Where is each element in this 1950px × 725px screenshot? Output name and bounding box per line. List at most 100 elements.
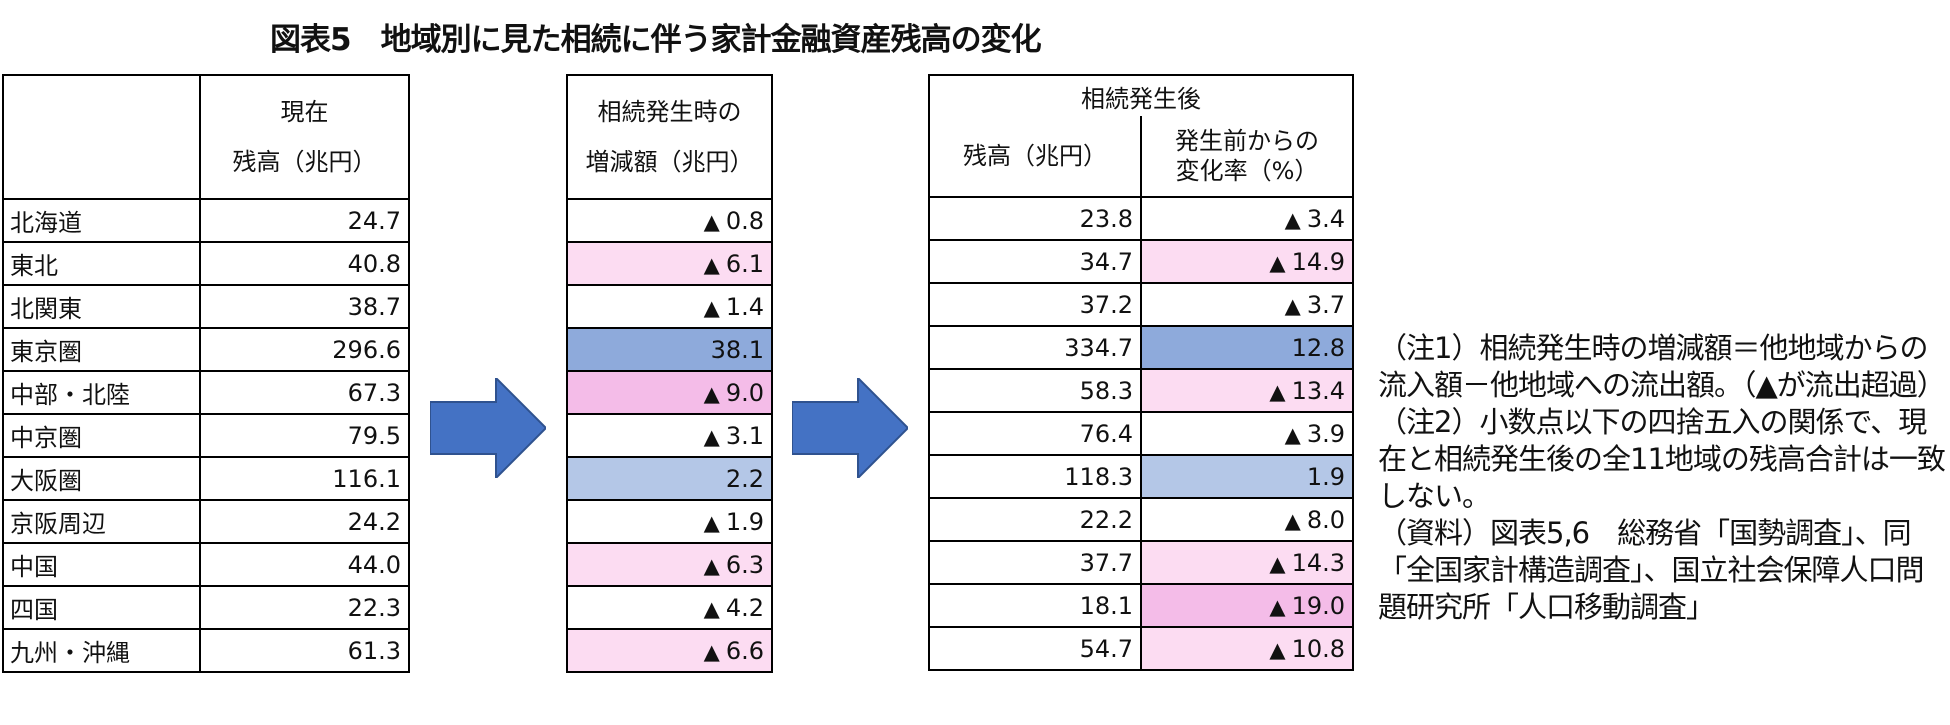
table-row: ▲ 6.6 xyxy=(566,628,773,673)
change-rate-value: 3.9 xyxy=(1306,419,1345,448)
change-amount-value: 6.3 xyxy=(725,550,764,579)
region-name: 大阪圏 xyxy=(2,456,201,501)
current-header: 現在 残高（兆円） xyxy=(199,74,410,200)
change-amount-value: 38.1 xyxy=(710,335,764,364)
outflow-marker: ▲ xyxy=(703,553,720,578)
change-rate-header-line2: 変化率（%） xyxy=(1175,157,1319,185)
after-balance-value: 18.1 xyxy=(928,583,1142,628)
change-rate-value: 3.7 xyxy=(1306,290,1345,319)
after-balance-value: 34.7 xyxy=(928,239,1142,284)
change-rate-value: 3.4 xyxy=(1306,204,1345,233)
inheritance-change-table: 相続発生時の 増減額（兆円） ▲ 0.8 ▲ 6.1 ▲ 1.4 38.1 ▲ 9.0 ▲ 3.1 2… xyxy=(566,74,773,673)
change-amount-value: 0.8 xyxy=(725,206,764,235)
region-name: 京阪周辺 xyxy=(2,499,201,544)
after-inheritance-table: 相続発生後 残高（兆円） 発生前からの 変化率（%） 23.8 ▲ 3.4 34.7 ▲… xyxy=(928,74,1354,671)
change-amount-value: 3.1 xyxy=(725,421,764,450)
current-balance-value: 116.1 xyxy=(199,456,410,501)
current-balance-value: 67.3 xyxy=(199,370,410,415)
right-arrow-icon xyxy=(430,378,546,478)
table-row: 18.1 ▲ 19.0 xyxy=(928,583,1354,628)
table-row: 中京圏 79.5 xyxy=(2,413,410,458)
after-header: 相続発生後 xyxy=(928,74,1354,116)
note-1: （注1）相続発生時の増減額＝他地域からの流入額－他地域への流出額。（▲が流出超過… xyxy=(1378,331,1946,402)
change-rate-cell: ▲ 19.0 xyxy=(1140,583,1354,628)
region-name: 中部・北陸 xyxy=(2,370,201,415)
outflow-marker: ▲ xyxy=(1284,508,1301,533)
change-rate-value: 1.9 xyxy=(1306,462,1345,491)
table-row: 58.3 ▲ 13.4 xyxy=(928,368,1354,413)
change-rate-cell: 12.8 xyxy=(1140,325,1354,370)
change-amount-cell: ▲ 4.2 xyxy=(566,585,773,630)
change-rate-cell: ▲ 14.9 xyxy=(1140,239,1354,284)
outflow-marker: ▲ xyxy=(1284,422,1301,447)
table-row: 38.1 xyxy=(566,327,773,372)
region-header-cell xyxy=(2,74,201,200)
change-rate-cell: ▲ 8.0 xyxy=(1140,497,1354,542)
outflow-marker: ▲ xyxy=(1269,250,1286,275)
after-balance-value: 37.7 xyxy=(928,540,1142,585)
current-header-sub: 残高（兆円） xyxy=(232,148,377,176)
after-balance-value: 37.2 xyxy=(928,282,1142,327)
change-rate-cell: ▲ 3.4 xyxy=(1140,196,1354,241)
change-rate-value: 13.4 xyxy=(1291,376,1345,405)
change-header-top: 相続発生時の xyxy=(597,98,742,126)
table-row: 九州・沖縄 61.3 xyxy=(2,628,410,673)
change-header-sub: 増減額（兆円） xyxy=(585,148,754,176)
change-rate-cell: ▲ 14.3 xyxy=(1140,540,1354,585)
table-row: ▲ 3.1 xyxy=(566,413,773,458)
change-amount-cell: 2.2 xyxy=(566,456,773,501)
table-row: ▲ 4.2 xyxy=(566,585,773,630)
after-balance-value: 54.7 xyxy=(928,626,1142,671)
table-row: 37.7 ▲ 14.3 xyxy=(928,540,1354,585)
region-name: 四国 xyxy=(2,585,201,630)
table-row: 中国 44.0 xyxy=(2,542,410,587)
region-name: 東京圏 xyxy=(2,327,201,372)
outflow-marker: ▲ xyxy=(703,596,720,621)
current-balance-value: 61.3 xyxy=(199,628,410,673)
change-amount-cell: ▲ 6.3 xyxy=(566,542,773,587)
region-name: 北海道 xyxy=(2,198,201,243)
change-rate-value: 19.0 xyxy=(1291,591,1345,620)
change-rate-header: 発生前からの 変化率（%） xyxy=(1140,116,1354,198)
outflow-marker: ▲ xyxy=(1269,379,1286,404)
current-balance-value: 79.5 xyxy=(199,413,410,458)
change-rate-value: 14.3 xyxy=(1291,548,1345,577)
change-rate-value: 14.9 xyxy=(1291,247,1345,276)
note-2: （注2）小数点以下の四捨五入の関係で、現在と相続発生後の全11地域の残高合計は一… xyxy=(1378,405,1946,513)
outflow-marker: ▲ xyxy=(1269,551,1286,576)
current-balance-value: 22.3 xyxy=(199,585,410,630)
change-rate-cell: ▲ 3.9 xyxy=(1140,411,1354,456)
table-row: 76.4 ▲ 3.9 xyxy=(928,411,1354,456)
table-row: 東北 40.8 xyxy=(2,241,410,286)
current-balance-table: 現在 残高（兆円） 北海道 24.7 東北 40.8 北関東 38.7 東京圏 296.6 中部… xyxy=(2,74,410,673)
current-header-top: 現在 xyxy=(280,98,329,126)
table-row: ▲ 9.0 xyxy=(566,370,773,415)
after-balance-value: 76.4 xyxy=(928,411,1142,456)
change-amount-cell: ▲ 0.8 xyxy=(566,198,773,243)
change-header: 相続発生時の 増減額（兆円） xyxy=(566,74,773,200)
table-row: 中部・北陸 67.3 xyxy=(2,370,410,415)
region-name: 九州・沖縄 xyxy=(2,628,201,673)
table-row: 北海道 24.7 xyxy=(2,198,410,243)
table-row: ▲ 1.9 xyxy=(566,499,773,544)
change-amount-cell: ▲ 6.6 xyxy=(566,628,773,673)
arrow-shape xyxy=(792,378,908,478)
outflow-marker: ▲ xyxy=(703,424,720,449)
outflow-marker: ▲ xyxy=(1269,637,1286,662)
table-row: ▲ 0.8 xyxy=(566,198,773,243)
table-row: 34.7 ▲ 14.9 xyxy=(928,239,1354,284)
table-row: 北関東 38.7 xyxy=(2,284,410,329)
table-row: 2.2 xyxy=(566,456,773,501)
current-balance-value: 24.7 xyxy=(199,198,410,243)
change-amount-cell: ▲ 1.9 xyxy=(566,499,773,544)
current-balance-value: 44.0 xyxy=(199,542,410,587)
change-rate-cell: ▲ 3.7 xyxy=(1140,282,1354,327)
table-row: ▲ 6.3 xyxy=(566,542,773,587)
region-name: 東北 xyxy=(2,241,201,286)
outflow-marker: ▲ xyxy=(703,295,720,320)
table-row: 54.7 ▲ 10.8 xyxy=(928,626,1354,671)
change-rate-cell: 1.9 xyxy=(1140,454,1354,499)
figure-title: 図表5 地域別に見た相続に伴う家計金融資産残高の変化 xyxy=(270,22,1042,58)
table-row: 京阪周辺 24.2 xyxy=(2,499,410,544)
table-row: 22.2 ▲ 8.0 xyxy=(928,497,1354,542)
